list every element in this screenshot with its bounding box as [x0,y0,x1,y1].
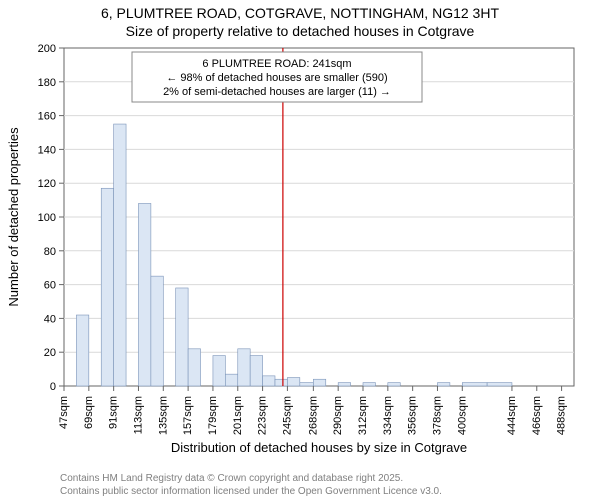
y-tick-label: 100 [38,212,56,224]
chart-container: 0 20 40 60 80 100 120 140 160 180 200 47sqm 69sqm 91s… [0,0,600,500]
x-tick-label: 356sqm [407,396,419,435]
x-tick-label: 378sqm [431,396,443,435]
x-tick-label: 47sqm [58,396,70,429]
y-tick-label: 20 [44,347,56,359]
x-tick-label: 488sqm [556,396,568,435]
y-tick-label: 60 [44,280,56,292]
x-tick-label: 69sqm [83,396,95,429]
x-tick-label: 466sqm [531,396,543,435]
histogram-bar [213,356,225,386]
y-tick-label: 40 [44,313,56,325]
footer-line: Contains public sector information licen… [60,486,442,497]
x-tick-label: 157sqm [182,396,194,435]
histogram-bar [313,379,325,386]
x-tick-label: 135sqm [157,396,169,435]
histogram-bar [76,315,88,386]
histogram-bar [101,188,113,386]
chart-title-line1: 6, PLUMTREE ROAD, COTGRAVE, NOTTINGHAM, … [101,5,499,21]
y-tick-label: 80 [44,246,56,258]
y-axis-label: Number of detached properties [6,127,21,307]
histogram-bar [462,383,487,386]
y-tick-label: 140 [38,144,56,156]
x-tick-label: 334sqm [382,396,394,435]
histogram-bar [176,288,188,386]
histogram-bar [487,383,512,386]
y-tick-label: 180 [38,77,56,89]
x-tick-label: 113sqm [132,396,144,434]
y-tick-label: 0 [50,381,56,393]
x-tick-label: 268sqm [307,396,319,435]
histogram-bar [238,349,250,386]
histogram-bar [114,124,126,386]
x-tick-label: 223sqm [257,396,269,435]
x-tick-label: 91sqm [108,396,120,429]
x-tick-label: 245sqm [281,396,293,435]
histogram-bar [388,383,400,386]
histogram-bar [151,276,163,386]
histogram-bar [287,378,299,386]
chart-title-line2: Size of property relative to detached ho… [126,23,475,39]
y-tick-label: 200 [38,43,56,55]
x-tick-label: 400sqm [456,396,468,435]
x-tick-label: 290sqm [332,396,344,435]
annotation-line: ← 98% of detached houses are smaller (59… [166,72,387,84]
histogram-bar [300,383,314,386]
histogram-bar [275,379,287,386]
histogram-bar [138,203,150,386]
y-tick-label: 160 [38,111,56,123]
histogram-bar [225,374,237,386]
y-tick-label: 120 [38,178,56,190]
histogram-bar [437,383,449,386]
x-tick-label: 312sqm [357,396,369,435]
annotation-line: 6 PLUMTREE ROAD: 241sqm [202,58,351,70]
histogram-bar [263,376,275,386]
histogram-bar [188,349,200,386]
histogram-chart: 0 20 40 60 80 100 120 140 160 180 200 47sqm 69sqm 91s… [0,0,600,500]
histogram-bar [363,383,375,386]
footer-line: Contains HM Land Registry data © Crown c… [60,473,403,484]
x-tick-label: 444sqm [506,396,518,435]
x-axis-label: Distribution of detached houses by size … [171,440,467,455]
histogram-bar [338,383,350,386]
x-tick-label: 201sqm [232,396,244,435]
annotation-line: 2% of semi-detached houses are larger (1… [163,86,391,98]
histogram-bar [250,356,262,386]
x-tick-label: 179sqm [207,396,219,435]
annotation-box: 6 PLUMTREE ROAD: 241sqm ← 98% of detached… [132,52,422,102]
